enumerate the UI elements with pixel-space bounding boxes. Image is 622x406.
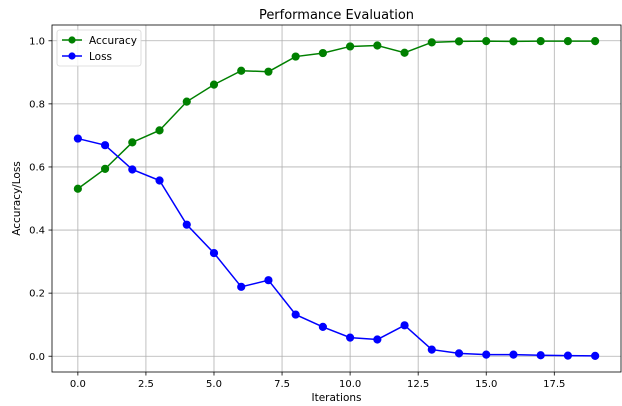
accuracy-point — [291, 52, 300, 61]
accuracy-point — [209, 80, 219, 89]
accuracy-point — [182, 97, 191, 106]
accuracy-point — [346, 42, 355, 51]
plot-area — [52, 25, 621, 372]
loss-point — [482, 350, 491, 359]
axes-frame — [51, 24, 622, 373]
loss-point — [454, 349, 464, 358]
loss-point — [264, 276, 273, 285]
legend-marker-accuracy — [68, 36, 76, 44]
accuracy-point — [454, 37, 464, 46]
legend-marker-loss — [68, 52, 76, 60]
y-tick-label: 0.4 — [29, 226, 45, 237]
loss-series-line — [77, 137, 596, 357]
accuracy-point — [264, 67, 273, 76]
loss-point — [346, 333, 355, 342]
accuracy-point — [128, 138, 137, 147]
accuracy-point — [73, 184, 82, 193]
y-tick-label: 0.8 — [29, 99, 45, 110]
loss-point — [100, 141, 110, 150]
loss-point — [318, 322, 327, 331]
accuracy-point — [373, 41, 382, 50]
ticks: 0.0 2.5 5.0 7.5 10.0 12.5 15.0 17.5 0.0 0.2 0.4 0.6… — [29, 36, 565, 390]
accuracy-series-line — [77, 40, 596, 190]
legend: Accuracy Loss — [56, 29, 142, 67]
accuracy-point — [318, 48, 327, 58]
series-layer — [73, 36, 600, 361]
accuracy-point — [591, 36, 600, 46]
x-tick-label: 15.0 — [475, 379, 497, 390]
accuracy-point — [482, 36, 491, 46]
x-tick-label: 7.5 — [274, 379, 290, 390]
legend-label-accuracy: Accuracy — [89, 35, 137, 47]
accuracy-point — [237, 66, 246, 75]
accuracy-point — [155, 126, 164, 135]
loss-point — [509, 350, 518, 359]
loss-point — [536, 351, 545, 360]
x-tick-label: 12.5 — [407, 379, 429, 390]
accuracy-point — [427, 38, 436, 47]
x-tick-label: 2.5 — [138, 379, 154, 390]
legend-label-loss: Loss — [89, 51, 112, 63]
loss-point — [237, 282, 246, 291]
accuracy-point — [509, 37, 518, 46]
accuracy-point — [536, 36, 545, 46]
y-tick-label: 0.2 — [29, 289, 45, 300]
x-tick-label: 0.0 — [70, 379, 86, 390]
loss-point — [73, 134, 82, 143]
y-tick-label: 0.6 — [29, 163, 45, 174]
loss-point — [209, 248, 219, 258]
y-tick-label: 1.0 — [29, 36, 45, 47]
accuracy-point — [100, 164, 110, 173]
legend-box — [56, 29, 142, 67]
chart-title: Performance Evaluation — [259, 8, 414, 23]
loss-point — [373, 335, 382, 344]
loss-point — [591, 351, 600, 361]
accuracy-point — [563, 36, 573, 46]
loss-point — [128, 165, 137, 174]
y-tick-label: 0.0 — [29, 352, 45, 363]
axes — [51, 24, 622, 373]
loss-point — [400, 321, 409, 330]
loss-point — [427, 345, 436, 354]
x-tick-label: 5.0 — [206, 379, 222, 390]
loss-point — [291, 310, 300, 319]
loss-point — [182, 220, 191, 229]
loss-point — [563, 351, 573, 360]
plot-background — [52, 25, 621, 372]
loss-point — [155, 176, 164, 185]
x-tick-label: 17.5 — [543, 379, 565, 390]
y-axis-label: Accuracy/Loss — [11, 161, 23, 236]
x-axis-label: Iterations — [311, 392, 361, 404]
x-tick-label: 10.0 — [339, 379, 361, 390]
accuracy-point — [400, 48, 409, 57]
